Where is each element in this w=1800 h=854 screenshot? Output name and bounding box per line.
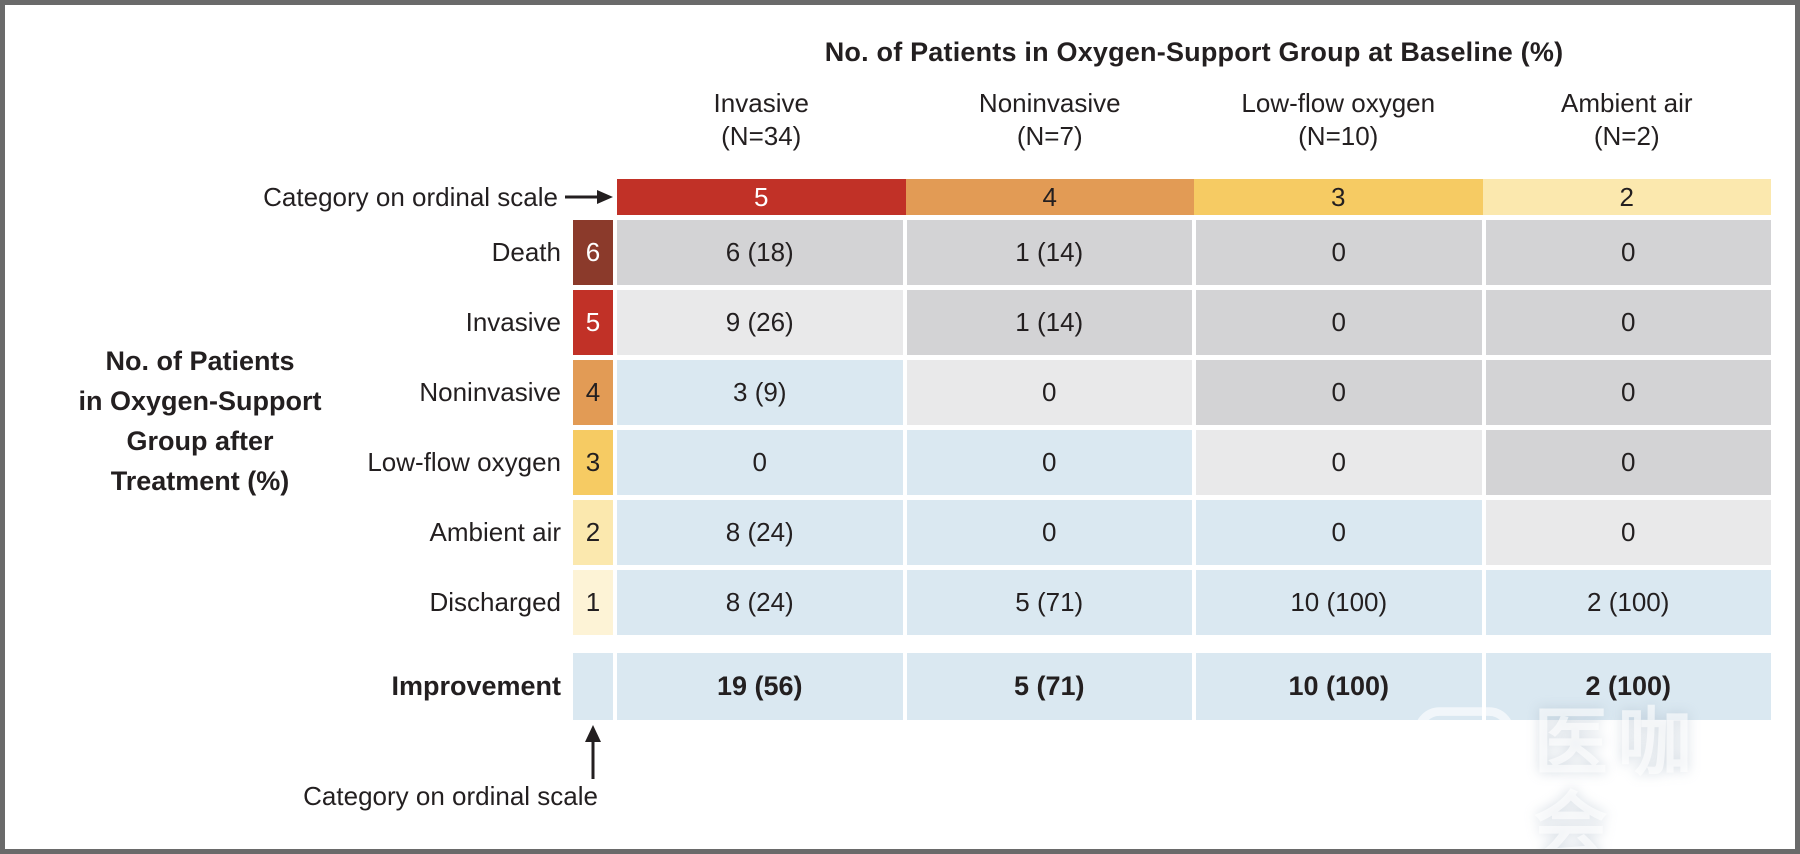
- data-cell: 10 (100): [1196, 570, 1482, 635]
- data-cell: 0: [1485, 290, 1771, 355]
- data-cell: 2 (100): [1485, 570, 1771, 635]
- data-cell: 9 (26): [617, 290, 903, 355]
- bottom-annotation: Category on ordinal scale: [303, 781, 598, 811]
- figure-title: No. of Patients in Oxygen-Support Group …: [824, 37, 1564, 67]
- data-cell: 0: [1485, 220, 1771, 285]
- data-cell: 0: [1196, 430, 1482, 495]
- row-label: Invasive: [465, 307, 561, 337]
- data-cell: 0: [1485, 430, 1771, 495]
- column-header: Low-flow oxygen (N=10): [1241, 88, 1436, 151]
- data-cell: 0: [1196, 290, 1482, 355]
- data-cell: 0: [1485, 360, 1771, 425]
- data-cell: 3 (9): [617, 360, 903, 425]
- data-cell: 2 (100): [1485, 653, 1771, 720]
- table-row: Noninvasive 4 3 (9) 0 0 0: [155, 360, 1771, 425]
- ordinal-header-cell: 4: [905, 179, 1194, 215]
- ordinal-chip: 3: [573, 430, 613, 495]
- data-cell: 0: [1196, 360, 1482, 425]
- ordinal-chip-blank: [573, 653, 613, 720]
- table-row: Invasive 5 9 (26) 1 (14) 0 0: [155, 290, 1771, 355]
- table-row: Improvement 19 (56) 5 (71) 10 (100) 2 (100): [155, 653, 1771, 720]
- column-header: Ambient air (N=2): [1561, 88, 1693, 151]
- row-label: Low-flow oxygen: [367, 447, 561, 477]
- column-headers: Invasive (N=34) Noninvasive (N=7) Low-flow o…: [155, 87, 1771, 159]
- table-row: Discharged 1 8 (24) 5 (71) 10 (100) 2 (100): [155, 570, 1771, 635]
- ordinal-chip: 5: [573, 290, 613, 355]
- data-cell: 0: [1196, 500, 1482, 565]
- ordinal-chip: 2: [573, 500, 613, 565]
- row-label: Ambient air: [429, 517, 562, 547]
- ordinal-chip: 4: [573, 360, 613, 425]
- ordinal-header-cell: 3: [1194, 179, 1483, 215]
- data-cell: 6 (18): [617, 220, 903, 285]
- up-arrow-icon: [585, 725, 601, 779]
- column-header: Invasive (N=34): [713, 88, 809, 151]
- data-cell: 19 (56): [617, 653, 903, 720]
- data-cell: 0: [1485, 500, 1771, 565]
- left-axis-label-line: in Oxygen-Support: [78, 386, 322, 416]
- row-label: Noninvasive: [419, 377, 561, 407]
- ordinal-chip: 1: [573, 570, 613, 635]
- ordinal-header-cell: 5: [617, 179, 906, 215]
- left-axis-label-line: Group after: [126, 426, 274, 456]
- top-annotation: Category on ordinal scale: [155, 179, 613, 215]
- table-row: Low-flow oxygen 3 0 0 0 0: [155, 430, 1771, 495]
- data-cell: 10 (100): [1196, 653, 1482, 720]
- watermark: 医咖会 MEDIECO GROUP: [1413, 701, 1773, 849]
- left-axis-label-line: Treatment (%): [110, 466, 290, 496]
- data-cell: 0: [906, 500, 1192, 565]
- data-cell: 8 (24): [617, 500, 903, 565]
- row-label: Discharged: [429, 587, 561, 617]
- data-cell: 1 (14): [906, 220, 1192, 285]
- right-arrow-icon: [565, 190, 613, 204]
- data-cell: 8 (24): [617, 570, 903, 635]
- ordinal-chip: 6: [573, 220, 613, 285]
- ordinal-header-cell: 2: [1482, 179, 1771, 215]
- data-cell: 1 (14): [906, 290, 1192, 355]
- row-label: Improvement: [391, 671, 561, 701]
- data-cell: 5 (71): [906, 570, 1192, 635]
- top-annotation-label: Category on ordinal scale: [263, 181, 558, 212]
- column-header: Noninvasive (N=7): [978, 88, 1121, 151]
- data-cell: 5 (71): [906, 653, 1192, 720]
- data-cell: 0: [617, 430, 903, 495]
- data-cell: 0: [906, 360, 1192, 425]
- row-label: Death: [491, 237, 561, 267]
- table-row: Ambient air 2 8 (24) 0 0 0: [155, 500, 1771, 565]
- watermark-cn-text: 医咖会: [1533, 701, 1702, 854]
- data-cell: 0: [1196, 220, 1482, 285]
- left-axis-label-line: No. of Patients: [105, 346, 295, 376]
- data-cell: 0: [906, 430, 1192, 495]
- table-row: Death 6 6 (18) 1 (14) 0 0: [155, 220, 1771, 285]
- left-axis-label: No. of Patients in Oxygen-Support Group af…: [60, 341, 340, 501]
